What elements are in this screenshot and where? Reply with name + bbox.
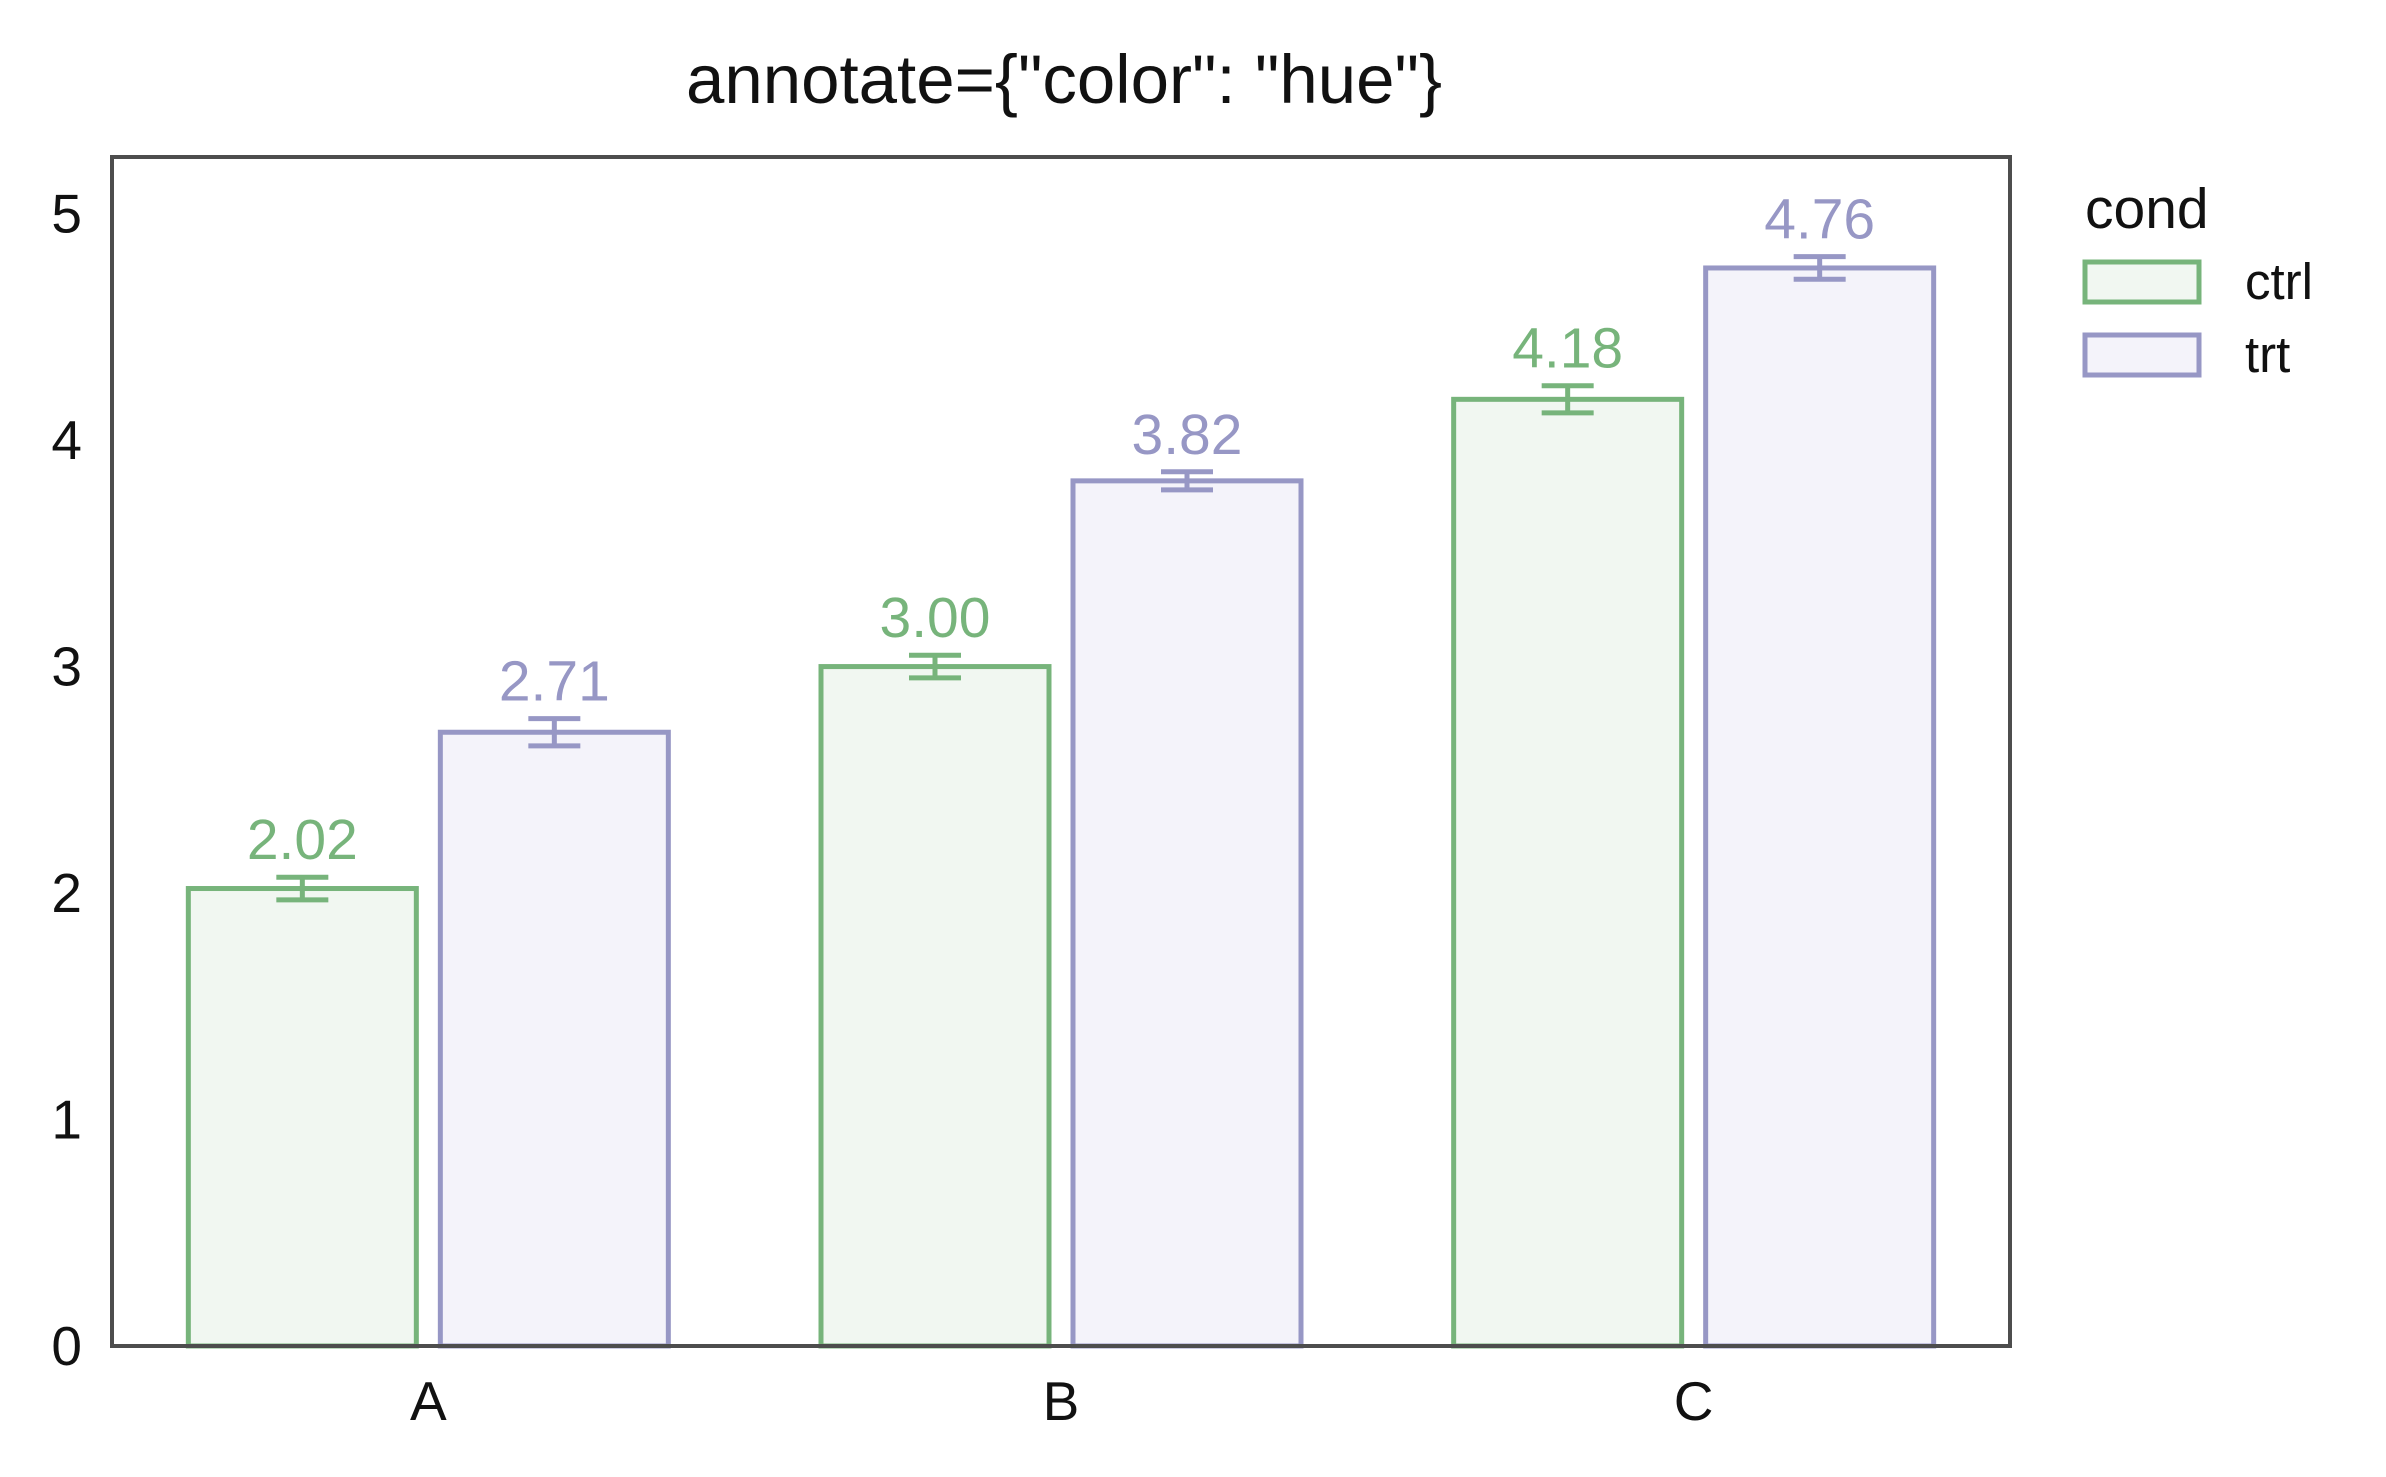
error-bar-ctrl-C [1541,383,1594,416]
value-label-ctrl-C: 4.18 [1512,317,1623,381]
legend-label-ctrl: ctrl [2245,253,2313,310]
bar-ctrl-B [818,664,1052,1349]
y-tick-label: 4 [51,409,82,471]
y-tick-label: 3 [51,636,82,698]
y-tick-label: 1 [51,1089,82,1151]
y-tick-label: 5 [51,183,82,245]
value-label-trt-A: 2.71 [499,650,610,714]
value-label-ctrl-A: 2.02 [247,808,358,872]
y-tick-label: 2 [51,862,82,924]
x-tick-label: B [1043,1370,1080,1432]
error-bar-trt-A [528,716,581,749]
legend-label-trt: trt [2245,326,2290,383]
value-label-trt-C: 4.76 [1764,188,1875,252]
value-label-trt-B: 3.82 [1132,403,1243,467]
bar-trt-A [437,729,671,1349]
axes-frame [110,155,2012,1348]
value-label-ctrl-B: 3.00 [880,586,991,650]
legend-title: cond [2085,177,2209,241]
error-bar-trt-B [1161,469,1213,493]
bar-trt-B [1070,478,1304,1349]
x-tick-label: C [1674,1370,1714,1432]
bar-ctrl-A [185,886,419,1349]
legend-swatch-trt [2082,332,2202,378]
plot-area: 2.02 3.00 4.18 2.71 3.82 4.76 0 1 2 3 4 5 A B C [51,155,2012,1432]
bar-ctrl-C [1451,396,1685,1349]
legend-swatch-ctrl [2082,259,2202,305]
error-bar-ctrl-B [909,652,961,681]
legend: cond ctrl trt [2082,177,2313,383]
error-bar-ctrl-A [276,874,329,903]
chart-title: annotate={"color": "hue"} [686,41,1442,118]
bar-trt-C [1703,265,1937,1349]
x-tick-label: A [410,1370,447,1432]
y-tick-label: 0 [51,1315,82,1377]
error-bar-trt-C [1793,254,1846,282]
